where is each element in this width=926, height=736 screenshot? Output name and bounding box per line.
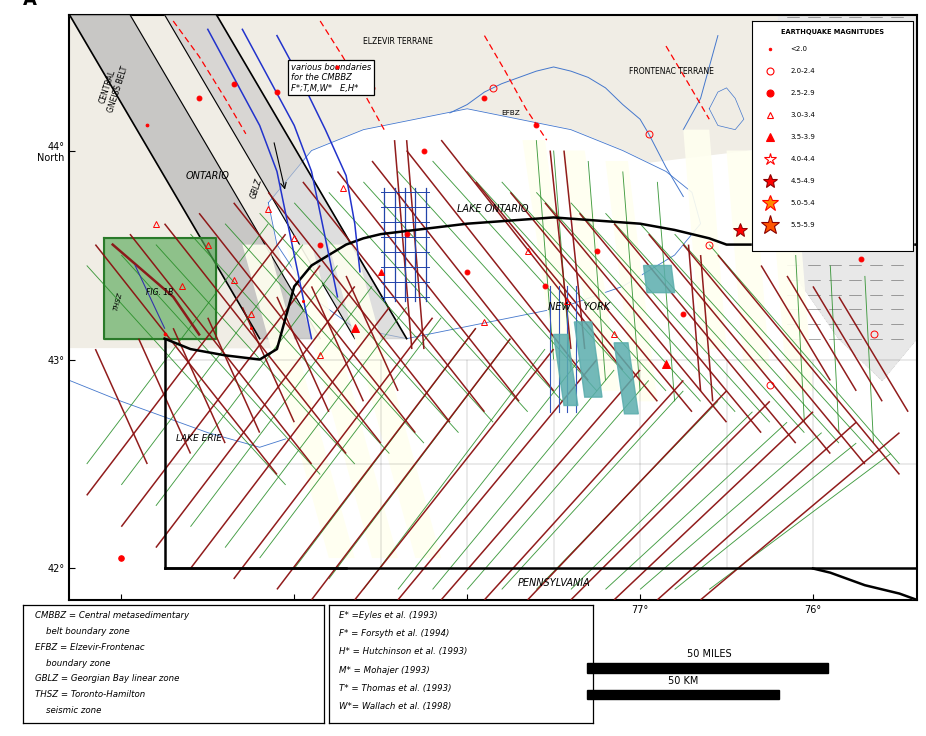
Text: GBLZ = Georgian Bay linear zone: GBLZ = Georgian Bay linear zone: [35, 674, 180, 684]
Polygon shape: [727, 151, 770, 370]
Text: GBLZ: GBLZ: [249, 177, 264, 199]
Text: CENTRAL
GNEISS BELT: CENTRAL GNEISS BELT: [96, 62, 130, 114]
Polygon shape: [614, 343, 638, 414]
Polygon shape: [770, 171, 813, 391]
Polygon shape: [269, 109, 701, 339]
Polygon shape: [709, 88, 744, 130]
Text: PENNSYLVANIA: PENNSYLVANIA: [518, 578, 590, 588]
Polygon shape: [683, 130, 727, 349]
Text: LAKE ERIE: LAKE ERIE: [176, 434, 222, 443]
Text: F* = Forsyth et al. (1994): F* = Forsyth et al. (1994): [339, 629, 450, 638]
Polygon shape: [587, 690, 779, 699]
Text: A: A: [23, 0, 37, 9]
Polygon shape: [574, 322, 602, 397]
Text: H* = Hutchinson et al. (1993): H* = Hutchinson et al. (1993): [339, 648, 468, 657]
Text: 4.5-4.9: 4.5-4.9: [791, 178, 815, 184]
Text: EARTHQUAKE MAGNITUDES: EARTHQUAKE MAGNITUDES: [782, 29, 884, 35]
Polygon shape: [606, 161, 657, 401]
Text: FIG. 1B: FIG. 1B: [145, 289, 173, 297]
Text: E* =Eyles et al. (1993): E* =Eyles et al. (1993): [339, 611, 438, 620]
Text: boundary zone: boundary zone: [35, 659, 110, 668]
Polygon shape: [69, 349, 294, 464]
Text: 5.5-5.9: 5.5-5.9: [791, 222, 815, 227]
Polygon shape: [69, 15, 917, 422]
Text: CMBBZ = Central metasedimentary: CMBBZ = Central metasedimentary: [35, 611, 189, 620]
Text: belt boundary zone: belt boundary zone: [35, 627, 130, 636]
Text: EFBZ: EFBZ: [501, 110, 519, 116]
Polygon shape: [522, 140, 580, 381]
Text: 50 MILES: 50 MILES: [687, 649, 732, 659]
Polygon shape: [779, 15, 917, 381]
Polygon shape: [779, 15, 917, 381]
Polygon shape: [165, 15, 407, 339]
Text: THSZ: THSZ: [113, 291, 123, 311]
Text: 4.0-4.4: 4.0-4.4: [791, 156, 815, 162]
Text: <2.0: <2.0: [791, 46, 807, 52]
Polygon shape: [813, 568, 917, 600]
Polygon shape: [329, 244, 441, 558]
Text: 3.0-3.4: 3.0-3.4: [791, 112, 816, 118]
Polygon shape: [69, 213, 917, 600]
Text: 2.5-2.9: 2.5-2.9: [791, 91, 815, 96]
Text: M* = Mohajer (1993): M* = Mohajer (1993): [339, 665, 430, 675]
Text: T* = Thomas et al. (1993): T* = Thomas et al. (1993): [339, 684, 452, 693]
Text: THSZ = Toronto-Hamilton: THSZ = Toronto-Hamilton: [35, 690, 145, 699]
Text: 50 KM: 50 KM: [668, 676, 698, 686]
Text: ELZEVIR TERRANE: ELZEVIR TERRANE: [363, 38, 433, 46]
Text: LAKE ONTARIO: LAKE ONTARIO: [457, 204, 529, 214]
Polygon shape: [554, 334, 578, 406]
Text: 3.5-3.9: 3.5-3.9: [791, 134, 816, 140]
Text: NEW    YORK: NEW YORK: [548, 302, 610, 312]
Text: various boundaries
for the CMBBZ
F*;T,M,W*   E,H*: various boundaries for the CMBBZ F*;T,M,…: [291, 63, 371, 93]
Text: 5.0-5.4: 5.0-5.4: [791, 199, 815, 205]
Text: CENTRAL GRANULITE
TERRANE: CENTRAL GRANULITE TERRANE: [795, 35, 872, 49]
Polygon shape: [587, 663, 828, 673]
Polygon shape: [562, 151, 619, 391]
Polygon shape: [104, 238, 217, 339]
Polygon shape: [285, 244, 398, 558]
Text: ONTARIO: ONTARIO: [186, 171, 230, 180]
Text: 2.0-2.4: 2.0-2.4: [791, 68, 815, 74]
Polygon shape: [644, 266, 675, 293]
Text: FRONTENAC TERRANE: FRONTENAC TERRANE: [629, 67, 714, 76]
Polygon shape: [69, 15, 320, 339]
Text: seismic zone: seismic zone: [35, 707, 102, 715]
Polygon shape: [753, 21, 913, 251]
Text: W*= Wallach et al. (1998): W*= Wallach et al. (1998): [339, 702, 452, 711]
Polygon shape: [243, 244, 355, 558]
Text: EFBZ = Elzevir-Frontenac: EFBZ = Elzevir-Frontenac: [35, 643, 144, 651]
